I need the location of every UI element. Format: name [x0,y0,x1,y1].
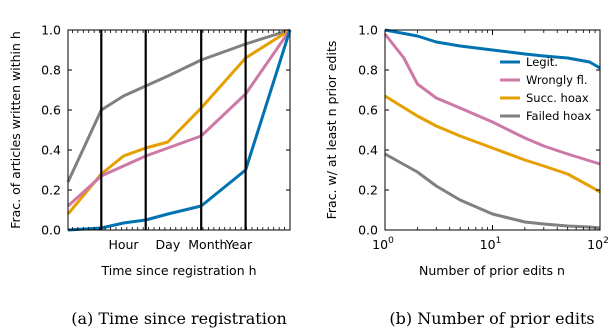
panel-b-x-axis-label: Number of prior edits n [419,263,565,278]
legend-label-wrongly: Wrongly fl. [526,73,588,87]
y-tick-label: 0.4 [41,143,61,158]
legend-label-failed: Failed hoax [526,109,591,123]
y-tick-label: 0.2 [358,183,378,198]
x-tick-label: Month [188,237,227,252]
y-tick-label: 1.0 [358,23,378,38]
y-tick-label: 1.0 [41,23,61,38]
panel-b-caption: (b) Number of prior edits [389,309,594,328]
panel-b-y-axis-label: Frac. w/ at least n prior edits [324,41,339,220]
panel-b-series-lines [383,28,601,230]
series-line-wrongly [383,33,601,166]
y-tick-label: 0.0 [41,223,61,238]
y-tick-label: 0.4 [358,143,378,158]
panel-b-number-of-prior-edits: 0.0 0.2 0.4 0.6 0.8 1.0 100 101 102 Legit. Wrong… [324,23,609,329]
panel-a-caption: (a) Time since registration [71,309,287,328]
panel-b-x-ticks: 100 101 102 [372,30,609,252]
series-line-failed [66,28,291,183]
panel-a-time-markers [72,30,291,230]
panel-a-x-axis-label: Time since registration h [100,263,256,278]
x-tick-label: 101 [480,236,502,252]
y-tick-label: 0.6 [358,103,378,118]
x-tick-label: Hour [108,237,139,252]
y-tick-label: 0.8 [358,63,378,78]
series-line-legit [384,28,601,70]
series-line-succ [66,28,291,215]
y-tick-label: 0.0 [358,223,378,238]
panel-b-legend: Legit. Wrongly fl. Succ. hoax Failed hoax [500,55,591,123]
series-line-succ [384,94,601,194]
y-tick-label: 0.2 [41,183,61,198]
panel-a-y-ticks: 0.0 0.2 0.4 0.6 0.8 1.0 [41,23,290,238]
legend-label-legit: Legit. [526,55,558,69]
x-tick-label: Year [225,237,253,252]
series-line-wrongly [66,29,292,208]
panel-b-y-ticks: 0.0 0.2 0.4 0.6 0.8 1.0 [358,23,600,238]
x-tick-label: Day [156,237,181,252]
panel-a-y-axis-label: Frac. of articles written within h [8,31,23,229]
x-tick-label: 102 [587,236,609,252]
y-tick-label: 0.8 [41,63,61,78]
panel-b-plot-frame [384,29,601,231]
series-line-failed [384,152,601,230]
y-tick-label: 0.6 [41,103,61,118]
legend-label-succ: Succ. hoax [526,91,589,105]
panel-a-plot-frame [67,29,291,231]
x-tick-label: 100 [372,236,394,252]
